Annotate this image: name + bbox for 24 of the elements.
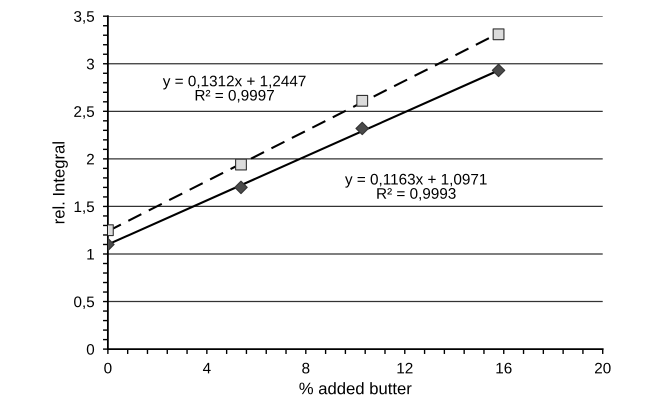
point [356,94,368,107]
x-tick-label: 0 [104,362,112,374]
y-tick-label: 2,5 [74,106,94,119]
annotation: y = 0,1312x + 1,2447 R² = 0,9997 [162,76,306,102]
x-tick-label: 16 [496,362,512,374]
point [355,122,369,136]
point [234,180,248,194]
y-tick-label: 3 [86,58,94,70]
point [235,158,247,171]
y-tick-label: 2 [86,154,94,164]
x-tick-label: 4 [202,362,211,374]
y-axis-title: rel. Integral [52,142,68,224]
y-tick-label: 0,5 [74,296,94,310]
y-tick-label: 3,5 [74,11,94,24]
point [492,28,504,40]
y-tick-label: 1,5 [74,201,94,214]
point [492,64,506,78]
x-tick-label: 8 [302,362,310,374]
x-tick-label: 12 [397,362,413,374]
x-axis-title: % added butter [299,382,412,394]
annotation: y = 0,1163x + 1,0971 R² = 0,9993 [344,174,487,201]
x-tick-label: 20 [594,362,611,374]
y-tick-label: 0 [86,344,94,355]
y-tick-label: 1 [87,249,94,260]
